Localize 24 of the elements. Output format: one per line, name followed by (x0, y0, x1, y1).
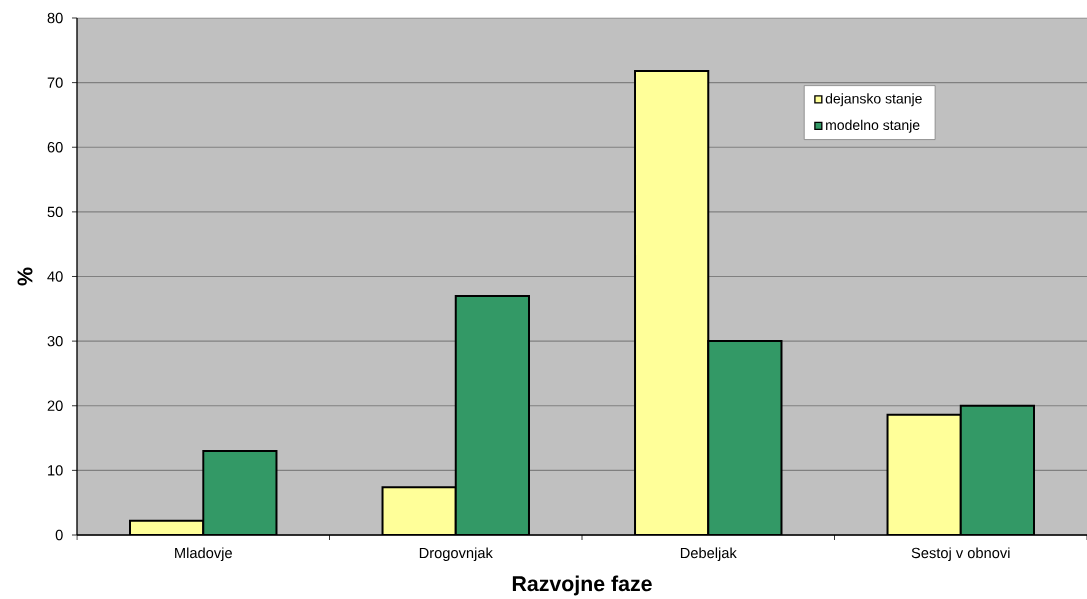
y-tick-label: 70 (47, 77, 63, 88)
y-tick-label: 30 (47, 335, 63, 347)
bar (454, 294, 530, 535)
x-tick-label: Mladovje (175, 547, 232, 562)
y-tick-label: 0 (55, 529, 63, 541)
y-tick-label: 20 (47, 400, 63, 411)
bar (381, 486, 457, 535)
x-axis-title: Razvojne faze (512, 575, 652, 596)
bar (634, 69, 710, 535)
y-tick-label: 40 (47, 271, 63, 282)
y-tick-label: 60 (47, 142, 63, 153)
x-tick-label: Drogovnjak (419, 547, 493, 562)
x-tick-label: Debeljak (680, 547, 737, 562)
y-axis-title: % (17, 267, 33, 286)
y-tick-label: 80 (47, 12, 63, 24)
bar (886, 413, 962, 535)
x-tick-label: Sestoj v obnovi (911, 547, 1010, 562)
bar (202, 449, 278, 535)
y-tick-label: 10 (48, 465, 63, 476)
bar (959, 404, 1035, 535)
legend-label: modelno stanje (826, 119, 920, 133)
bar (707, 340, 783, 535)
y-tick-label: 50 (47, 206, 63, 218)
legend-label: dejansko stanje (825, 93, 922, 107)
